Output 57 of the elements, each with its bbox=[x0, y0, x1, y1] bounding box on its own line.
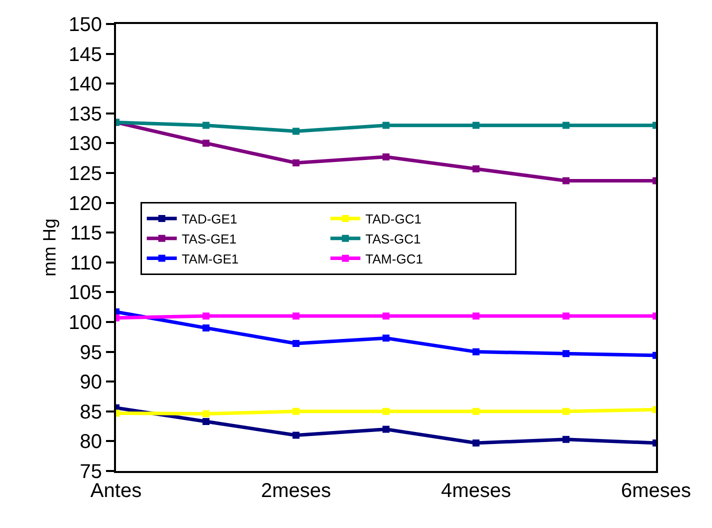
point bbox=[562, 408, 570, 415]
y-tick-label: 150 bbox=[68, 14, 102, 36]
point bbox=[292, 432, 300, 439]
x-tick-label: 2meses bbox=[260, 480, 332, 502]
point bbox=[562, 177, 570, 184]
point bbox=[292, 340, 300, 347]
point bbox=[202, 418, 210, 426]
legend-label: TAS-GE1 bbox=[182, 231, 236, 246]
y-tick-label: 125 bbox=[68, 163, 102, 185]
y-tick-label: 80 bbox=[80, 431, 102, 454]
y-tick-label: 120 bbox=[68, 192, 102, 215]
point bbox=[292, 128, 300, 135]
point bbox=[202, 140, 210, 147]
legend-label: TAD-GE1 bbox=[182, 212, 238, 227]
point bbox=[382, 408, 390, 415]
y-tick-label: 115 bbox=[70, 222, 102, 245]
point bbox=[202, 324, 210, 332]
point bbox=[292, 159, 300, 166]
point bbox=[382, 122, 390, 129]
point bbox=[562, 312, 570, 320]
point bbox=[472, 165, 480, 172]
y-tick-label: 90 bbox=[80, 372, 102, 394]
y-tick-label: 95 bbox=[80, 342, 102, 364]
point bbox=[472, 348, 480, 356]
point bbox=[562, 350, 570, 358]
y-axis-title: mm Hg bbox=[39, 218, 60, 276]
y-tick-label: 105 bbox=[68, 282, 102, 304]
legend-label: TAM-GC1 bbox=[365, 251, 423, 266]
point bbox=[202, 312, 210, 320]
y-tick-label: 145 bbox=[68, 44, 102, 66]
point bbox=[472, 439, 480, 446]
point bbox=[472, 312, 480, 320]
point bbox=[292, 312, 300, 320]
y-tick-label: 140 bbox=[68, 74, 102, 96]
point bbox=[202, 122, 210, 129]
legend-label: TAS-GC1 bbox=[365, 231, 421, 246]
legend-label: TAM-GE1 bbox=[182, 251, 239, 266]
x-tick-label: Antes bbox=[90, 480, 142, 502]
point bbox=[472, 408, 480, 415]
y-tick-label: 75 bbox=[80, 461, 102, 483]
y-tick-label: 100 bbox=[68, 312, 102, 334]
point bbox=[292, 408, 300, 415]
point bbox=[382, 153, 390, 160]
point bbox=[562, 436, 570, 443]
point bbox=[382, 312, 390, 320]
point bbox=[382, 426, 390, 433]
y-tick-label: 130 bbox=[68, 133, 102, 156]
y-tick-label: 110 bbox=[70, 252, 102, 274]
legend-label: TAD-GC1 bbox=[365, 212, 422, 227]
point bbox=[382, 334, 390, 342]
y-tick-label: 85 bbox=[80, 401, 102, 424]
point bbox=[202, 410, 210, 418]
x-tick-label: 6meses bbox=[620, 480, 692, 502]
point bbox=[472, 122, 480, 129]
y-tick-label: 135 bbox=[68, 103, 102, 126]
x-tick-label: 4meses bbox=[440, 480, 512, 502]
point bbox=[562, 122, 570, 129]
